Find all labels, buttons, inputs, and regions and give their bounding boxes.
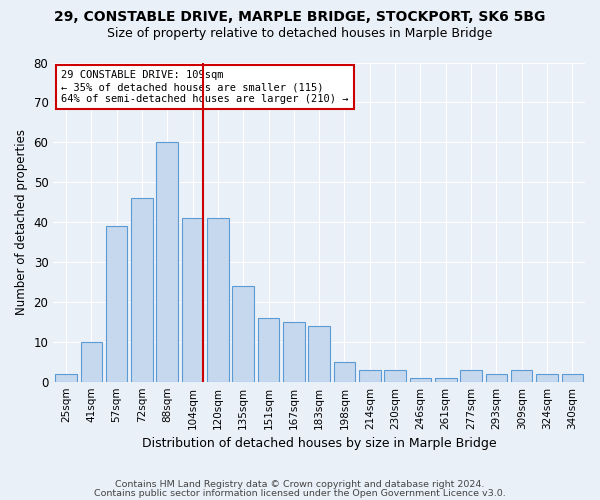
Bar bbox=[536, 374, 558, 382]
Bar bbox=[308, 326, 330, 382]
Y-axis label: Number of detached properties: Number of detached properties bbox=[15, 129, 28, 315]
Bar bbox=[207, 218, 229, 382]
Bar bbox=[334, 362, 355, 382]
Bar bbox=[385, 370, 406, 382]
Bar bbox=[359, 370, 380, 382]
Bar bbox=[485, 374, 507, 382]
Bar bbox=[157, 142, 178, 382]
Bar bbox=[562, 374, 583, 382]
Bar bbox=[283, 322, 305, 382]
Bar bbox=[410, 378, 431, 382]
Bar bbox=[131, 198, 152, 382]
Bar bbox=[232, 286, 254, 382]
Bar bbox=[182, 218, 203, 382]
X-axis label: Distribution of detached houses by size in Marple Bridge: Distribution of detached houses by size … bbox=[142, 437, 496, 450]
Bar bbox=[106, 226, 127, 382]
Bar bbox=[80, 342, 102, 382]
Bar bbox=[435, 378, 457, 382]
Text: Size of property relative to detached houses in Marple Bridge: Size of property relative to detached ho… bbox=[107, 28, 493, 40]
Text: Contains public sector information licensed under the Open Government Licence v3: Contains public sector information licen… bbox=[94, 488, 506, 498]
Text: Contains HM Land Registry data © Crown copyright and database right 2024.: Contains HM Land Registry data © Crown c… bbox=[115, 480, 485, 489]
Bar bbox=[511, 370, 532, 382]
Bar bbox=[258, 318, 279, 382]
Text: 29 CONSTABLE DRIVE: 109sqm
← 35% of detached houses are smaller (115)
64% of sem: 29 CONSTABLE DRIVE: 109sqm ← 35% of deta… bbox=[61, 70, 349, 104]
Bar bbox=[460, 370, 482, 382]
Text: 29, CONSTABLE DRIVE, MARPLE BRIDGE, STOCKPORT, SK6 5BG: 29, CONSTABLE DRIVE, MARPLE BRIDGE, STOC… bbox=[55, 10, 545, 24]
Bar bbox=[55, 374, 77, 382]
